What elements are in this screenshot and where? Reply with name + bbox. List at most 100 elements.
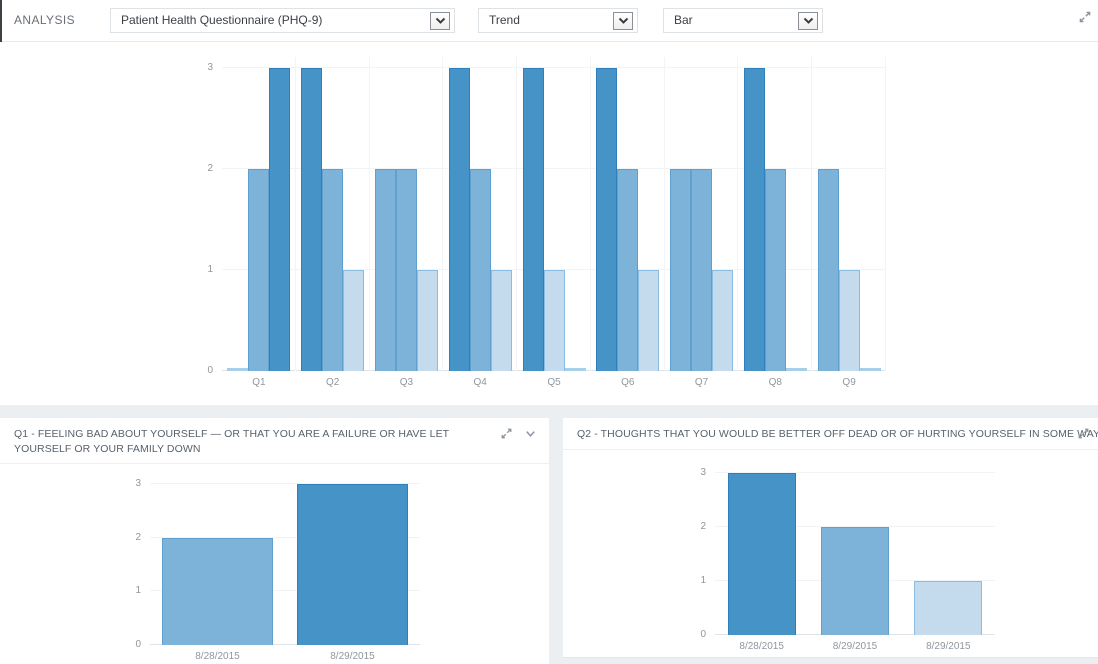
bar [743,68,765,371]
view-mode-select[interactable]: Trend [478,8,638,33]
bar [416,270,438,371]
analysis-toolbar: ANALYSIS Patient Health Questionnaire (P… [0,0,1098,42]
h-gridline [150,644,420,645]
q2-bar-chart: 0 1 2 3 8/28/2015 8/29/2015 8/29/2015 [700,467,995,652]
x-tick-label: 8/29/2015 [926,641,971,652]
bar [564,368,586,371]
bar [322,169,344,371]
h-gridline [715,472,995,473]
bar [162,537,273,645]
bar [374,169,396,371]
expand-icon[interactable] [1077,427,1090,440]
x-tick-label: Q9 [842,377,856,388]
bar [297,484,408,645]
bar [859,368,881,371]
view-mode-select-value: Trend [489,13,520,27]
bar [670,169,692,371]
bar [248,169,270,371]
bar [838,270,860,371]
bar [395,169,417,371]
expand-icon[interactable] [500,427,513,440]
bar [596,68,618,371]
chevron-down-icon[interactable] [524,427,537,440]
toolbar-left-accent [0,0,2,42]
bar [543,270,565,371]
bar [301,68,323,371]
x-tick-label: Q1 [252,377,266,388]
chart-type-select[interactable]: Bar [663,8,823,33]
chart-type-select-value: Bar [674,13,693,27]
y-tick-label: 1 [135,585,141,597]
v-gridline [294,57,296,371]
bar [448,68,470,371]
q1-detail-panel: Q1 - FEELING BAD ABOUT YOURSELF — OR THA… [0,418,549,664]
v-gridline [885,57,886,371]
bar [343,270,365,371]
bar [638,270,660,371]
y-tick-label: 2 [207,163,213,174]
v-gridline [811,57,813,371]
expand-icon[interactable] [1078,10,1092,24]
y-tick-label: 0 [135,639,141,650]
x-tick-label: Q7 [694,377,709,388]
chevron-down-icon[interactable] [430,12,450,30]
v-gridline [589,57,591,371]
x-tick-label: Q3 [399,377,414,388]
x-tick-label: 8/29/2015 [832,641,878,652]
bar [712,270,734,371]
bar [522,68,544,371]
q1-panel-header: Q1 - FEELING BAD ABOUT YOURSELF — OR THA… [0,418,549,465]
q1-bar-chart: 0 1 2 3 8/28/2015 8/29/2015 [135,478,420,662]
x-tick-label: Q6 [621,377,635,388]
v-gridline [737,57,739,371]
x-tick-label: 8/29/2015 [330,651,375,662]
y-tick-label: 0 [700,629,706,640]
bar [490,270,512,371]
h-gridline [150,483,420,485]
h-gridline [222,67,886,68]
h-gridline [715,526,995,527]
questionnaire-select[interactable]: Patient Health Questionnaire (PHQ-9) [110,8,455,33]
x-tick-label: 8/28/2015 [195,651,240,662]
section-label: ANALYSIS [14,13,76,27]
y-tick-label: 0 [207,365,213,376]
chevron-down-icon[interactable] [798,12,818,30]
x-tick-label: Q5 [547,377,561,388]
q1-panel-title: Q1 - FEELING BAD ABOUT YOURSELF — OR THA… [14,428,450,455]
y-tick-label: 3 [207,62,213,73]
trend-bar-chart: 0 1 2 3 Q1 Q2 Q3 Q4 Q5 Q6 Q7 Q8 Q9 [207,57,886,388]
q2-detail-panel: Q2 - THOUGHTS THAT YOU WOULD BE BETTER O… [563,418,1098,658]
v-gridline [368,57,370,371]
bar [691,169,713,371]
x-tick-label: Q8 [768,377,782,388]
y-tick-label: 3 [700,467,706,478]
h-gridline [222,168,886,169]
h-gridline [150,536,420,538]
v-gridline [516,57,518,371]
y-tick-label: 2 [700,521,706,532]
x-tick-label: 8/28/2015 [739,641,784,652]
q2-panel-header: Q2 - THOUGHTS THAT YOU WOULD BE BETTER O… [563,418,1098,450]
bar [269,68,291,371]
y-tick-label: 3 [135,478,141,490]
bar [914,581,983,635]
bar [817,169,839,371]
bar [785,368,807,371]
h-gridline [222,269,886,270]
x-tick-label: Q2 [325,377,340,388]
trend-chart-panel: ANALYSIS Patient Health Questionnaire (P… [0,0,1098,405]
bar [617,169,639,371]
y-tick-label: 2 [135,531,141,543]
bar [821,527,889,635]
bar [469,169,491,371]
y-tick-label: 1 [700,575,706,586]
v-gridline [442,57,444,371]
x-tick-label: Q4 [473,377,487,388]
questionnaire-select-value: Patient Health Questionnaire (PHQ-9) [121,13,323,27]
bar [764,169,786,371]
h-gridline [150,590,420,592]
y-tick-label: 1 [207,264,213,275]
bar [227,368,249,371]
chevron-down-icon[interactable] [613,12,633,30]
